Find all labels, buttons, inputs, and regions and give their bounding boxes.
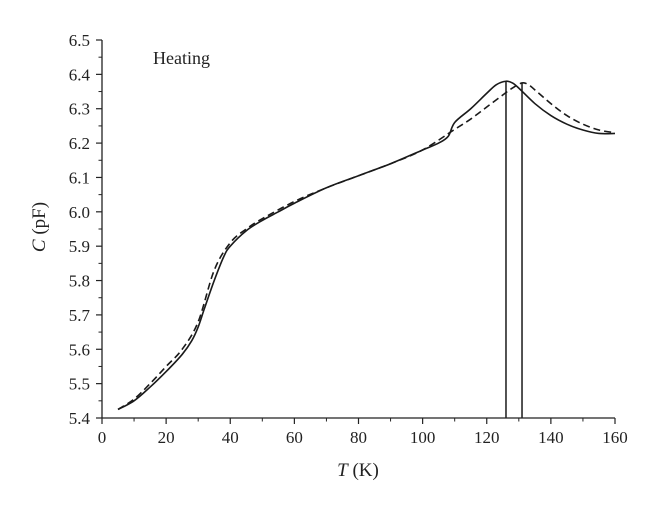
y-axis-label: C (pF) [29, 202, 50, 252]
x-axis-label-unit: (K) [348, 460, 379, 481]
y-tick-label: 6.2 [69, 134, 90, 153]
x-tick-label: 140 [538, 428, 564, 447]
x-tick-label: 160 [602, 428, 628, 447]
annotation-heating: Heating [153, 48, 210, 68]
y-tick-label: 6.0 [69, 203, 90, 222]
y-tick-label: 6.1 [69, 168, 90, 187]
x-tick-label: 100 [410, 428, 436, 447]
x-tick-label: 80 [350, 428, 367, 447]
y-tick-label: 5.4 [69, 409, 91, 428]
y-tick-label: 6.3 [69, 100, 90, 119]
y-axis-label-unit: (pF) [29, 202, 50, 239]
x-tick-label: 120 [474, 428, 500, 447]
y-axis-label-symbol: C [29, 239, 50, 252]
x-axis-label: T (K) [337, 460, 379, 481]
y-tick-label: 5.7 [69, 306, 91, 325]
y-tick-label: 5.5 [69, 375, 90, 394]
y-tick-label: 6.4 [69, 65, 91, 84]
x-axis-label-symbol: T [337, 460, 349, 481]
x-tick-label: 60 [286, 428, 303, 447]
axes: 0 20 40 60 80 100 120 140 160 5.4 5.5 5.6 5.7 5.8 5.9 6… [69, 31, 628, 447]
solid-series-line [117, 80, 616, 411]
x-tick-label: 0 [98, 428, 107, 447]
y-tick-label: 6.5 [69, 31, 90, 50]
x-tick-label: 20 [158, 428, 175, 447]
y-tick-label: 5.8 [69, 272, 90, 291]
y-tick-label: 5.9 [69, 237, 90, 256]
dashed-series-line [117, 82, 616, 411]
plot-area [117, 80, 616, 418]
x-tick-label: 40 [222, 428, 239, 447]
y-tick-label: 5.6 [69, 340, 90, 359]
